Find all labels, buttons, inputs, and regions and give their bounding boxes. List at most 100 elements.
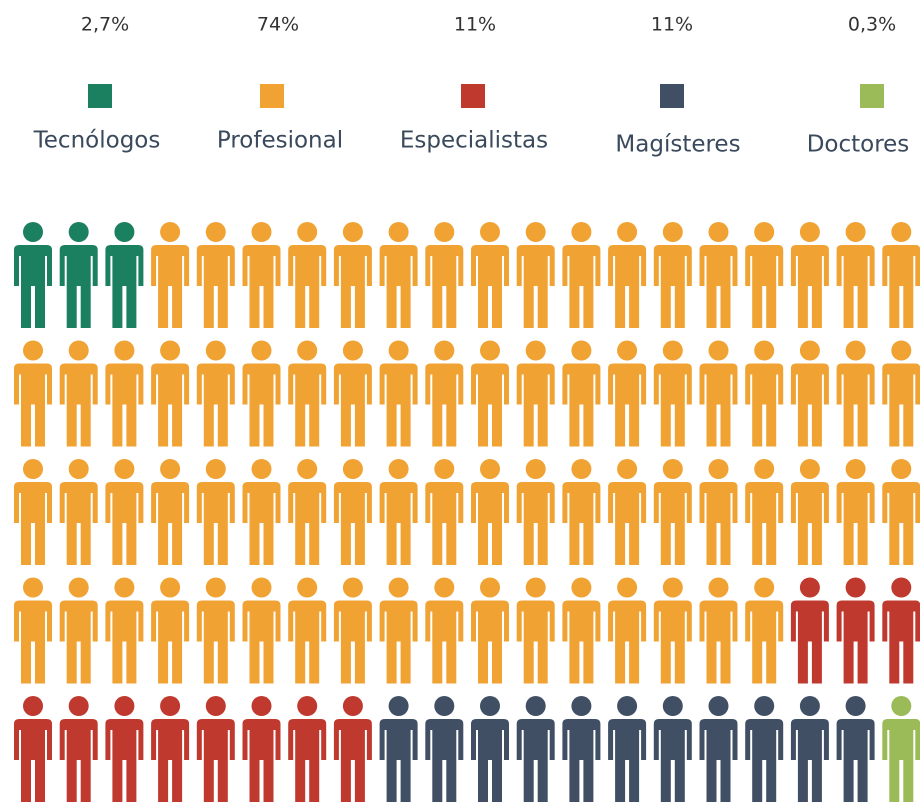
person-icon (836, 459, 875, 565)
icon-body (425, 719, 464, 802)
icon-head (708, 577, 729, 598)
icon-body (653, 600, 692, 684)
icon-body (790, 600, 829, 684)
icon-body (242, 482, 281, 565)
icon-head (114, 577, 135, 598)
icon-body (608, 719, 647, 802)
icon-head (662, 222, 683, 242)
icon-body (14, 719, 52, 802)
icon-body (471, 482, 509, 565)
icon-head (297, 577, 318, 598)
icon-head (114, 340, 135, 361)
person-icon (14, 696, 52, 802)
person-icon (59, 459, 98, 565)
icon-body (242, 363, 281, 447)
icon-body (882, 363, 920, 447)
icon-head (160, 577, 181, 598)
icon-head (251, 222, 272, 242)
icon-head (160, 459, 181, 479)
person-icon (608, 459, 647, 565)
icon-head (617, 340, 638, 361)
person-icon (471, 577, 509, 684)
person-icon (699, 222, 738, 328)
icon-head (160, 696, 181, 716)
icon-head (480, 222, 500, 242)
person-icon (105, 577, 144, 684)
icon-head (754, 696, 775, 716)
icon-head (754, 222, 775, 242)
icon-body (836, 719, 875, 802)
icon-body (471, 363, 509, 447)
icon-body (562, 245, 601, 328)
person-icon (516, 696, 555, 802)
icon-body (379, 363, 418, 447)
icon-body (59, 245, 98, 328)
icon-head (388, 696, 409, 716)
icon-body (333, 245, 372, 328)
icon-body (790, 245, 829, 328)
icon-head (799, 222, 820, 242)
icon-body (14, 600, 52, 684)
icon-body (836, 600, 875, 684)
icon-body (333, 600, 372, 684)
icon-head (342, 459, 363, 479)
person-icon (196, 696, 235, 802)
legend-swatch (660, 84, 684, 108)
person-icon (151, 696, 190, 802)
person-icon (562, 459, 601, 565)
icon-body (196, 482, 235, 565)
icon-body (699, 719, 738, 802)
icon-body (745, 363, 784, 447)
legend-label: Magísteres (615, 132, 740, 158)
icon-body (653, 245, 692, 328)
icon-head (708, 340, 729, 361)
icon-head (571, 222, 592, 242)
icon-head (617, 577, 638, 598)
person-icon (379, 577, 418, 684)
icon-body (745, 245, 784, 328)
person-icon (288, 696, 327, 802)
icon-body (242, 600, 281, 684)
icon-head (708, 696, 729, 716)
icon-head (114, 459, 135, 479)
legend-swatch (461, 84, 485, 108)
person-icon (425, 340, 464, 447)
value-label: 2,7% (81, 14, 129, 36)
person-icon (196, 222, 235, 328)
icon-head (845, 340, 866, 361)
value-label: 11% (454, 14, 496, 36)
icon-head (571, 459, 592, 479)
person-icon (288, 577, 327, 684)
person-icon (14, 577, 52, 684)
icon-head (388, 577, 409, 598)
person-icon (151, 459, 190, 565)
icon-head (68, 459, 89, 479)
person-icon (379, 340, 418, 447)
icon-body (608, 600, 647, 684)
icon-head (845, 696, 866, 716)
icon-head (480, 459, 500, 479)
person-icon (608, 340, 647, 447)
legend-swatch (260, 84, 284, 108)
person-icon (425, 577, 464, 684)
icon-body (562, 363, 601, 447)
icon-body (882, 482, 920, 565)
legend-swatch (88, 84, 112, 108)
icon-head (571, 340, 592, 361)
icon-head (891, 577, 912, 598)
legend-label: Profesional (217, 128, 343, 154)
person-icon (745, 696, 784, 802)
icon-head (480, 340, 500, 361)
icon-head (251, 696, 272, 716)
person-icon (790, 577, 829, 684)
icon-body (288, 719, 327, 802)
icon-body (425, 600, 464, 684)
icon-body (14, 245, 52, 328)
icon-body (59, 363, 98, 447)
icon-body (151, 245, 190, 328)
icon-head (662, 340, 683, 361)
person-icon (653, 340, 692, 447)
person-icon (59, 696, 98, 802)
icon-head (799, 696, 820, 716)
person-icon (333, 459, 372, 565)
